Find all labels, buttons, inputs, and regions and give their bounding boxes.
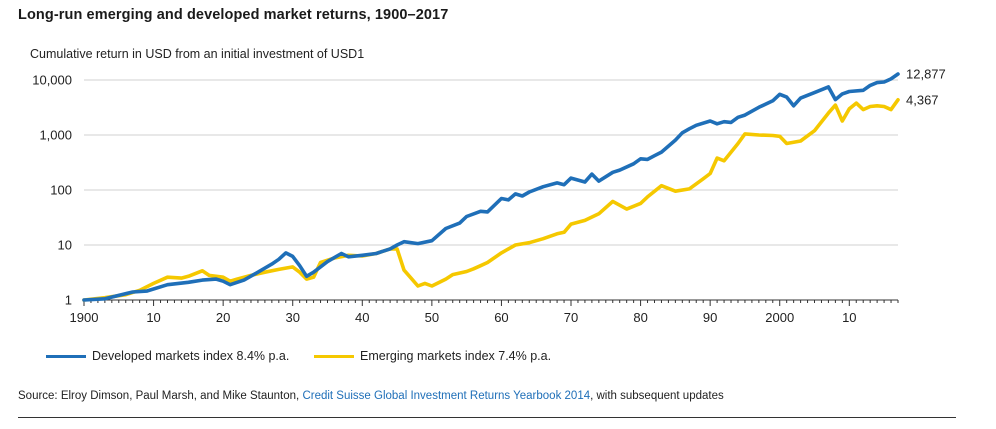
y-axis-subtitle: Cumulative return in USD from an initial…: [30, 47, 365, 61]
y-tick-label: 10,000: [32, 73, 72, 88]
developed-end-label: 12,877: [906, 67, 946, 82]
bottom-rule: [18, 417, 956, 418]
chart-title: Long-run emerging and developed market r…: [18, 7, 449, 23]
legend-label-emerging: Emerging markets index 7.4% p.a.: [360, 349, 552, 363]
y-tick-label: 10: [58, 238, 72, 253]
legend-label-developed: Developed markets index 8.4% p.a.: [92, 349, 290, 363]
x-tick-label: 10: [146, 310, 160, 325]
emerging-end-label: 4,367: [906, 92, 939, 107]
legend-swatch-emerging: [314, 355, 354, 359]
x-tick-label: 80: [633, 310, 647, 325]
x-tick-label: 20: [216, 310, 230, 325]
source-suffix: , with subsequent updates: [590, 390, 724, 402]
developed-series-line: [82, 72, 900, 302]
source-prefix: Source: Elroy Dimson, Paul Marsh, and Mi…: [18, 390, 303, 402]
line-chart: 1 10 100 1,000 10,000 1900 10 20 30 40 50 60 70 80 90…: [32, 67, 946, 326]
source-link[interactable]: Credit Suisse Global Investment Returns …: [302, 390, 591, 402]
x-tick-label: 10: [842, 310, 856, 325]
legend-item-developed: Developed markets index 8.4% p.a.: [46, 349, 289, 363]
x-tick-label: 1900: [70, 310, 99, 325]
x-tick-label: 70: [564, 310, 578, 325]
y-tick-labels: 1 10 100 1,000 10,000: [32, 73, 72, 308]
x-tick-label: 60: [494, 310, 508, 325]
y-tick-label: 1: [65, 293, 72, 308]
grid-lines: [84, 79, 898, 246]
x-tick-label: 40: [355, 310, 369, 325]
x-tick-label: 2000: [765, 310, 794, 325]
x-tick-label: 30: [285, 310, 299, 325]
x-tick-label: 50: [425, 310, 439, 325]
legend-item-emerging: Emerging markets index 7.4% p.a.: [314, 349, 551, 363]
series-lines: [82, 72, 900, 302]
end-labels: 4,367 12,877: [906, 67, 946, 108]
y-tick-label: 100: [50, 183, 72, 198]
emerging-series-line: [82, 98, 900, 302]
x-tick-label: 90: [703, 310, 717, 325]
source-note: Source: Elroy Dimson, Paul Marsh, and Mi…: [18, 390, 724, 402]
legend-swatch-developed: [46, 355, 86, 359]
y-tick-label: 1,000: [39, 128, 72, 143]
x-axis: 1900 10 20 30 40 50 60 70 80 90 2000 10: [70, 299, 899, 325]
